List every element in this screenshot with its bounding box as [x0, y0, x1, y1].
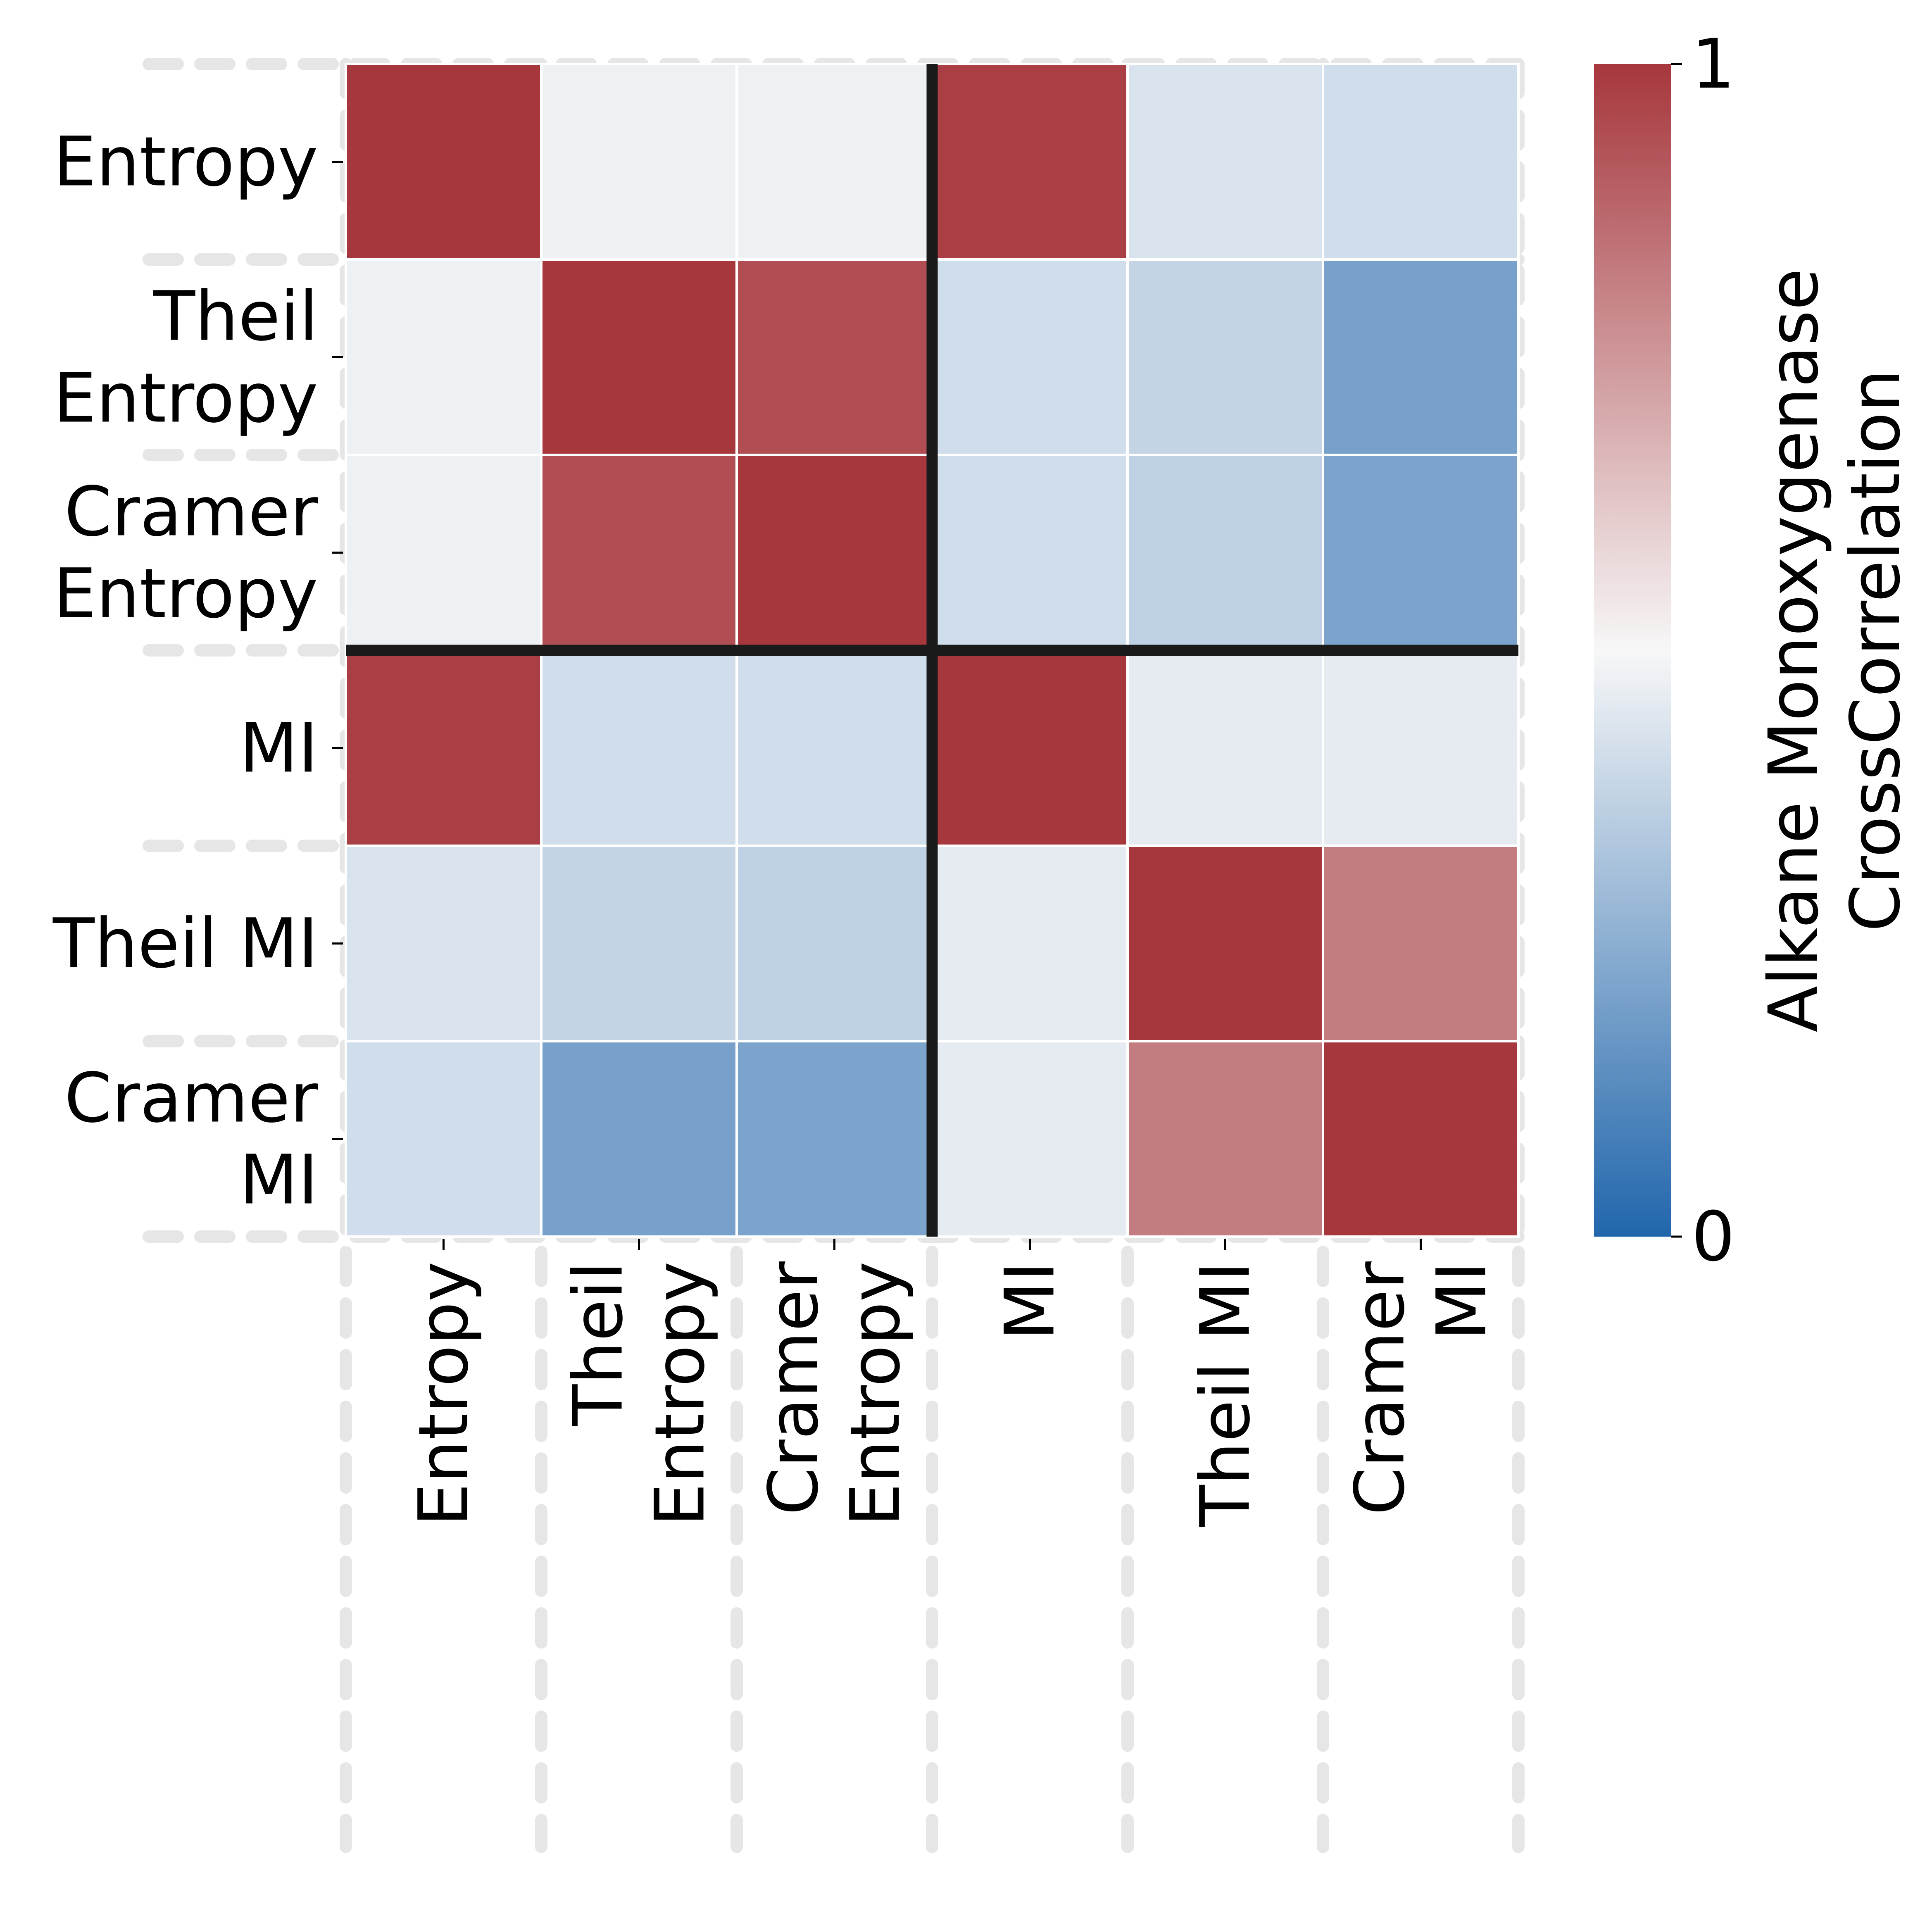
colorbar-tick-label: 1: [1692, 24, 1735, 104]
x-tick-label-line: Entropy: [640, 1261, 720, 1526]
x-tick-label-group: MI: [990, 1261, 1070, 1340]
heatmap-cell: [735, 845, 933, 1042]
heatmap-cell: [931, 845, 1129, 1042]
colorbar-gradient: [1594, 64, 1671, 1237]
heatmap-cell: [540, 649, 738, 847]
heatmap-cell: [345, 258, 542, 456]
x-tick-label-line: Cramer: [1340, 1261, 1420, 1515]
y-tick-label: MI: [239, 709, 318, 788]
x-tick-label: Theil MI: [1186, 1261, 1265, 1527]
heatmap-cell: [1126, 454, 1324, 652]
x-tick-label-group: Entropy: [404, 1261, 483, 1526]
y-tick-label: Cramer Entropy: [53, 472, 318, 633]
x-tick-label-group: TheilEntropy: [559, 1261, 720, 1526]
heatmap-cell: [735, 649, 933, 847]
colorbar-tick-label: 0: [1692, 1197, 1735, 1276]
x-tick-label-line: Theil MI: [1186, 1261, 1265, 1527]
x-tick-label-group: CramerMI: [1340, 1261, 1501, 1515]
heatmap-cell: [540, 845, 738, 1042]
colorbar-label-line: Alkane Monoxygenase: [1754, 268, 1833, 1032]
x-tick-label-line: MI: [1422, 1261, 1501, 1340]
heatmap-cell: [1322, 454, 1520, 652]
block-separators: [346, 64, 1518, 1237]
heatmap-cell: [345, 845, 542, 1042]
heatmap-cell: [931, 454, 1129, 652]
heatmap-cell: [1322, 649, 1520, 847]
heatmap-cell: [1126, 258, 1324, 456]
colorbar-label: Alkane MonoxygenaseCrossCorrelation: [1754, 268, 1915, 1032]
heatmap-cell: [1322, 63, 1520, 261]
x-tick-label: TheilEntropy: [559, 1261, 720, 1526]
heatmap-cell: [931, 1040, 1129, 1238]
x-tick-label-line: Entropy: [836, 1261, 915, 1526]
y-tick-label: Cramer MI: [64, 1059, 318, 1220]
heatmap-cell: [1322, 845, 1520, 1042]
colorbar-label-group: Alkane MonoxygenaseCrossCorrelation: [1754, 268, 1915, 1032]
heatmap-cell: [345, 649, 542, 847]
y-tick-label: Theil MI: [52, 904, 318, 983]
heatmap-cell: [735, 454, 933, 652]
x-tick-label: Entropy: [404, 1261, 483, 1526]
heatmap-cell: [540, 454, 738, 652]
x-tick-label-line: MI: [990, 1261, 1070, 1340]
x-tick-label-group: CramerEntropy: [754, 1261, 915, 1526]
y-tick-label: Entropy: [53, 122, 318, 202]
y-tick-label-line: Entropy: [53, 122, 318, 202]
y-tick-label-line: Entropy: [53, 554, 318, 633]
heatmap-cell: [345, 63, 542, 261]
x-tick-label-line: Cramer: [754, 1261, 833, 1515]
heatmap-cell: [1126, 63, 1324, 261]
colorbar-label-line: CrossCorrelation: [1836, 369, 1915, 932]
x-tick-label: CramerEntropy: [754, 1261, 915, 1526]
x-tick-label: CramerMI: [1340, 1261, 1501, 1515]
heatmap-cell: [931, 649, 1129, 847]
heatmap-cell: [1322, 258, 1520, 456]
y-tick-label-line: MI: [239, 1140, 318, 1220]
x-tick-label-group: Theil MI: [1186, 1261, 1265, 1527]
y-tick-label-line: Cramer: [64, 472, 318, 552]
heatmap-cell: [540, 63, 738, 261]
x-tick-label-line: Theil: [559, 1261, 638, 1427]
heatmap-cell: [1126, 1040, 1324, 1238]
heatmap-cell: [345, 1040, 542, 1238]
x-tick-label: MI: [990, 1261, 1070, 1340]
heatmap-cell: [540, 258, 738, 456]
y-tick-label-line: Theil MI: [52, 904, 318, 983]
colorbar: 0 1 Alkane MonoxygenaseCrossCorrelation: [1594, 24, 1915, 1276]
y-tick-label-line: Entropy: [53, 359, 318, 438]
heatmap-cells: [345, 63, 1520, 1238]
heatmap-cell: [345, 454, 542, 652]
heatmap-cell: [1126, 845, 1324, 1042]
heatmap-cell: [1322, 1040, 1520, 1238]
y-tick-label: Theil Entropy: [53, 277, 318, 438]
x-tick-label-line: Entropy: [404, 1261, 483, 1526]
y-tick-label-line: MI: [239, 709, 318, 788]
heatmap-cell: [735, 1040, 933, 1238]
y-tick-label-line: Theil: [153, 277, 318, 356]
heatmap-cell: [540, 1040, 738, 1238]
heatmap-cell: [1126, 649, 1324, 847]
heatmap-cell: [735, 258, 933, 456]
y-tick-label-line: Cramer: [64, 1059, 318, 1138]
heatmap-cell: [735, 63, 933, 261]
heatmap-cell: [931, 258, 1129, 456]
x-axis: Entropy TheilEntropy CramerEntropy MI Theil …: [404, 1239, 1501, 1527]
heatmap-cell: [931, 63, 1129, 261]
